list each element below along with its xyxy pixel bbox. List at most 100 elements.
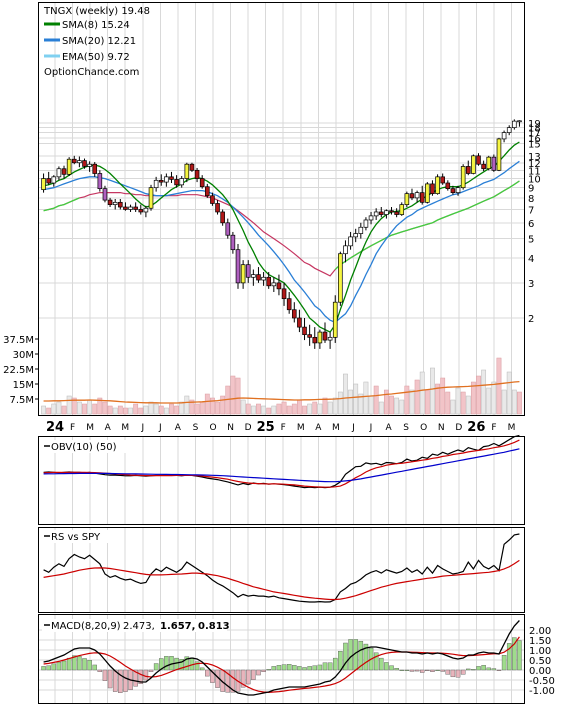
macd-hist-bar xyxy=(179,659,184,671)
volume-bar xyxy=(389,395,394,415)
macd-hist-bar xyxy=(56,661,62,671)
macd-hist-bar xyxy=(312,665,318,671)
volume-bar xyxy=(240,399,246,415)
price-tick-label: 17 xyxy=(528,129,541,140)
volume-bar xyxy=(383,389,389,415)
moving-averages xyxy=(43,141,520,333)
candle-body xyxy=(491,156,497,171)
volume-bar xyxy=(302,405,307,415)
rs-lines xyxy=(43,533,520,603)
macd-hist-bar xyxy=(225,669,231,693)
macd-hist-bar xyxy=(184,656,190,671)
volume-bar xyxy=(169,403,174,415)
volume-bar xyxy=(419,371,425,415)
candle-body xyxy=(445,182,451,190)
candle-body xyxy=(455,187,461,193)
macd-signal-value: 1.657, xyxy=(160,621,195,632)
candle-body xyxy=(66,158,72,175)
candle-body xyxy=(153,179,159,189)
volume-bar xyxy=(61,405,67,415)
volume-bar xyxy=(220,395,226,415)
macd-hist-bar xyxy=(271,666,277,671)
candle-body xyxy=(307,334,312,338)
macd-hist-bar xyxy=(199,667,205,671)
volume-bar xyxy=(82,403,87,415)
price-tick-label: 5 xyxy=(528,235,534,246)
volume-bar xyxy=(445,391,451,415)
macd-hist-bar xyxy=(123,669,128,692)
macd-tick-label: 0.50 xyxy=(529,656,551,667)
macd-hist-bar xyxy=(66,657,72,671)
candle-body xyxy=(291,309,297,319)
volume-bar xyxy=(322,397,328,415)
candle-body xyxy=(210,195,215,204)
x-tick-label: A xyxy=(385,423,392,433)
volume-bar xyxy=(276,403,282,415)
x-tick-label: J xyxy=(140,423,144,433)
candle-body xyxy=(77,160,82,164)
volume-bar xyxy=(271,405,277,415)
candle-body xyxy=(358,226,364,234)
macd-hist-bar xyxy=(138,669,144,684)
macd-hist-bar xyxy=(281,664,287,671)
macd-hist-bar xyxy=(82,658,87,671)
macd-hist-bar xyxy=(414,669,420,672)
price-grid xyxy=(39,3,524,415)
candle-body xyxy=(343,245,348,255)
volume-bar xyxy=(414,379,420,415)
volume-bar xyxy=(363,381,369,415)
volume-bar xyxy=(235,377,241,415)
price-tick-label: 9 xyxy=(528,184,534,195)
candle-body xyxy=(481,163,486,170)
candle-body xyxy=(460,166,466,189)
x-tick-label: F xyxy=(491,423,496,433)
macd-axis: 2.001.501.000.500.00-0.50-1.00 xyxy=(529,626,555,697)
volume-layer xyxy=(41,357,522,415)
macd-hist-bar xyxy=(455,669,461,678)
macd-tick-label: 1.00 xyxy=(529,646,551,657)
candle-body xyxy=(112,201,118,205)
macd-hist-bar xyxy=(174,657,179,671)
x-tick-label: 24 xyxy=(46,420,64,435)
macd-hist-bar xyxy=(61,660,67,671)
macd-hist-bar xyxy=(338,651,343,671)
candle-body xyxy=(266,276,272,287)
macd-hist-bar xyxy=(205,669,210,677)
price-legend: TNGX (weekly) 19.48 SMA(8) 15.24 SMA(20)… xyxy=(43,6,150,78)
candle-body xyxy=(512,120,517,128)
volume-bar xyxy=(56,401,62,415)
macd-hist-bar xyxy=(87,660,92,671)
candle-body xyxy=(281,288,287,300)
candle-body xyxy=(251,274,256,278)
volume-bar xyxy=(332,397,338,415)
volume-bar xyxy=(455,387,461,415)
price-tick-label: 11 xyxy=(528,166,541,177)
volume-bar xyxy=(133,403,139,415)
macd-hist-bar xyxy=(471,669,476,671)
volume-bar xyxy=(210,397,215,415)
macd-hist-bar xyxy=(118,669,123,693)
volume-bar xyxy=(424,389,430,415)
volume-bar xyxy=(128,407,133,415)
macd-hist-bar xyxy=(107,669,113,689)
macd-hist-bar xyxy=(41,666,46,671)
macd-hist-bar xyxy=(450,669,456,678)
volume-bar xyxy=(394,397,400,415)
macd-hist-bar xyxy=(159,658,164,671)
candle-body xyxy=(332,301,338,338)
volume-bar xyxy=(148,401,154,415)
volume-bar xyxy=(440,377,446,415)
sma8-line xyxy=(43,141,520,333)
volume-bar xyxy=(46,407,52,415)
macd-hist-bar xyxy=(379,657,384,671)
macd-hist-bar xyxy=(496,669,502,672)
candle-body xyxy=(107,199,113,205)
candle-body xyxy=(425,183,430,203)
x-tick-label: M xyxy=(297,423,305,433)
macd-plot xyxy=(41,620,522,696)
candle-body xyxy=(517,120,522,123)
macd-hist-bar xyxy=(394,668,399,671)
macd-hist-bar xyxy=(317,664,323,671)
candle-body xyxy=(256,274,261,281)
macd-tick-label: 2.00 xyxy=(529,626,551,637)
